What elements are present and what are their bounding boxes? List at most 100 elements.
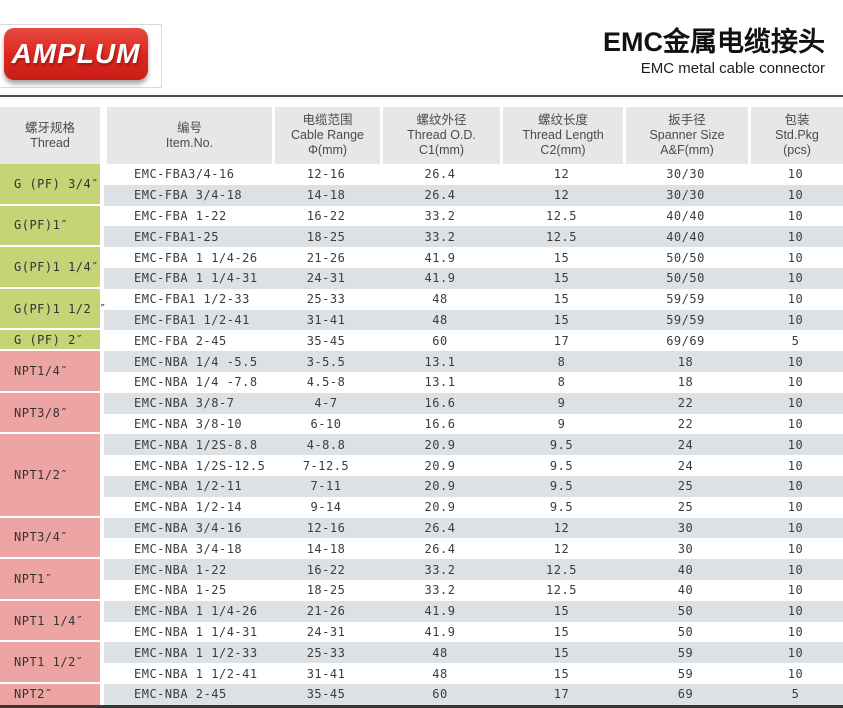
std-pkg-cell: 10 bbox=[748, 475, 843, 497]
table-row: EMC-NBA 1/2S-12.5 7-12.5 20.9 9.5 24 10 bbox=[0, 455, 843, 476]
cable-range-cell: 6-10 bbox=[272, 413, 380, 435]
spanner-size-cell: 25 bbox=[623, 475, 748, 497]
spanner-size-cell: 30/30 bbox=[623, 184, 748, 206]
std-pkg-cell: 10 bbox=[748, 434, 843, 456]
std-pkg-cell: 10 bbox=[748, 226, 843, 248]
std-pkg-cell: 10 bbox=[748, 517, 843, 539]
item-no-cell: EMC-NBA 1/2S-8.8 bbox=[104, 434, 272, 456]
col-header-thread: 螺牙规格 Thread bbox=[0, 107, 104, 164]
col-header-spanner-size-zh: 扳手径 bbox=[668, 113, 706, 127]
thread-od-cell: 41.9 bbox=[380, 621, 500, 643]
thread-length-cell: 9.5 bbox=[500, 475, 623, 497]
spanner-size-cell: 40 bbox=[623, 579, 748, 601]
item-no-cell: EMC-NBA 3/8-7 bbox=[104, 392, 272, 414]
thread-od-cell: 48 bbox=[380, 663, 500, 684]
col-header-thread-length: 螺纹长度 Thread Length C2(mm) bbox=[500, 107, 623, 164]
thread-od-cell: 20.9 bbox=[380, 496, 500, 518]
thread-size-cell: NPT1″ bbox=[0, 559, 104, 601]
thread-length-cell: 15 bbox=[500, 663, 623, 684]
spanner-size-cell: 40 bbox=[623, 559, 748, 580]
table-row: G(PF)1 1/2 ″ EMC-FBA1 1/2-33 25-33 48 15 59/5… bbox=[0, 288, 843, 331]
thread-length-cell: 12.5 bbox=[500, 559, 623, 580]
std-pkg-cell: 10 bbox=[748, 288, 843, 310]
spanner-size-cell: 30 bbox=[623, 517, 748, 539]
table-row: EMC-NBA 1/2-11 7-11 20.9 9.5 25 10 bbox=[0, 475, 843, 497]
std-pkg-cell: 10 bbox=[748, 600, 843, 622]
thread-od-cell: 20.9 bbox=[380, 455, 500, 476]
brand-logo-text: AMPLUM bbox=[11, 38, 141, 69]
thread-length-cell: 9 bbox=[500, 392, 623, 414]
spanner-size-cell: 50 bbox=[623, 600, 748, 622]
cable-range-cell: 24-31 bbox=[272, 621, 380, 643]
cable-range-cell: 16-22 bbox=[272, 559, 380, 580]
thread-length-cell: 17 bbox=[500, 683, 623, 705]
thread-length-cell: 15 bbox=[500, 267, 623, 289]
item-no-cell: EMC-FBA 1 1/4-31 bbox=[104, 267, 272, 289]
thread-length-cell: 12 bbox=[500, 517, 623, 539]
std-pkg-cell: 10 bbox=[748, 205, 843, 227]
spanner-size-cell: 69/69 bbox=[623, 330, 748, 352]
std-pkg-cell: 10 bbox=[748, 642, 843, 664]
spanner-size-cell: 59/59 bbox=[623, 309, 748, 331]
thread-od-cell: 13.1 bbox=[380, 371, 500, 393]
cable-range-cell: 4-8.8 bbox=[272, 434, 380, 456]
std-pkg-cell: 5 bbox=[748, 683, 843, 705]
col-header-std-pkg-zh: 包装 bbox=[784, 113, 810, 127]
thread-length-cell: 8 bbox=[500, 351, 623, 372]
thread-size-cell: G(PF)1 1/2 ″ bbox=[0, 288, 106, 331]
thread-od-cell: 26.4 bbox=[380, 164, 500, 185]
table-row: EMC-FBA 3/4-18 14-18 26.4 12 30/30 10 bbox=[0, 184, 843, 206]
thread-od-cell: 16.6 bbox=[380, 392, 500, 414]
col-header-thread-od-en: Thread O.D. bbox=[407, 128, 476, 142]
thread-length-cell: 9.5 bbox=[500, 455, 623, 476]
cable-range-cell: 4-7 bbox=[272, 392, 380, 414]
spanner-size-cell: 30/30 bbox=[623, 164, 748, 185]
thread-length-cell: 9 bbox=[500, 413, 623, 435]
cable-range-cell: 16-22 bbox=[272, 205, 380, 227]
table-row: NPT3/4″ EMC-NBA 3/4-16 12-16 26.4 12 30 10 bbox=[0, 517, 843, 560]
item-no-cell: EMC-NBA 3/8-10 bbox=[104, 413, 272, 435]
spanner-size-cell: 59 bbox=[623, 663, 748, 684]
std-pkg-cell: 10 bbox=[748, 351, 843, 372]
cable-range-cell: 18-25 bbox=[272, 226, 380, 248]
thread-od-cell: 13.1 bbox=[380, 351, 500, 372]
table-row: NPT2″ EMC-NBA 2-45 35-45 60 17 69 5 bbox=[0, 683, 843, 705]
table-row: EMC-FBA1 1/2-41 31-41 48 15 59/59 10 bbox=[0, 309, 843, 331]
item-no-cell: EMC-NBA 3/4-18 bbox=[104, 538, 272, 560]
thread-length-cell: 15 bbox=[500, 309, 623, 331]
std-pkg-cell: 10 bbox=[748, 309, 843, 331]
table-row: NPT1/2″ EMC-NBA 1/2S-8.8 4-8.8 20.9 9.5 24 10 bbox=[0, 434, 843, 518]
item-no-cell: EMC-NBA 1/2-11 bbox=[104, 475, 272, 497]
col-header-thread-length-zh: 螺纹长度 bbox=[537, 113, 588, 127]
std-pkg-cell: 10 bbox=[748, 371, 843, 393]
page-title-block: EMC金属电缆接头 EMC metal cable connector bbox=[603, 26, 825, 79]
thread-length-cell: 9.5 bbox=[500, 434, 623, 456]
item-no-cell: EMC-NBA 1/4 -7.8 bbox=[104, 371, 272, 393]
col-header-thread-zh: 螺牙规格 bbox=[24, 120, 75, 135]
thread-od-cell: 41.9 bbox=[380, 247, 500, 268]
thread-od-cell: 48 bbox=[380, 309, 500, 331]
thread-size-cell: NPT1/2″ bbox=[0, 434, 104, 518]
std-pkg-cell: 10 bbox=[748, 392, 843, 414]
thread-od-cell: 20.9 bbox=[380, 475, 500, 497]
thread-size-cell: G(PF)1 1/4″ bbox=[0, 247, 104, 289]
thread-od-cell: 60 bbox=[380, 683, 500, 705]
std-pkg-cell: 10 bbox=[748, 621, 843, 643]
item-no-cell: EMC-NBA 2-45 bbox=[104, 683, 272, 705]
spanner-size-cell: 22 bbox=[623, 413, 748, 435]
col-header-item-no: 编号 Item.No. bbox=[104, 107, 272, 164]
spec-table-header: 螺牙规格 Thread 编号 Item.No. 电缆范围 Cable Range… bbox=[0, 107, 843, 164]
spanner-size-cell: 50 bbox=[623, 621, 748, 643]
thread-length-cell: 15 bbox=[500, 600, 623, 622]
spanner-size-cell: 22 bbox=[623, 392, 748, 414]
col-header-spanner-size: 扳手径 Spanner Size A&F(mm) bbox=[623, 107, 748, 164]
item-no-cell: EMC-FBA 2-45 bbox=[104, 330, 272, 352]
std-pkg-cell: 10 bbox=[748, 538, 843, 560]
col-header-std-pkg: 包装 Std.Pkg (pcs) bbox=[748, 107, 843, 164]
item-no-cell: EMC-FBA1-25 bbox=[104, 226, 272, 248]
thread-od-cell: 33.2 bbox=[380, 205, 500, 227]
cable-range-cell: 31-41 bbox=[272, 309, 380, 331]
item-no-cell: EMC-NBA 1/2-14 bbox=[104, 496, 272, 518]
page-title: EMC金属电缆接头 bbox=[603, 27, 825, 57]
item-no-cell: EMC-FBA3/4-16 bbox=[104, 164, 272, 185]
